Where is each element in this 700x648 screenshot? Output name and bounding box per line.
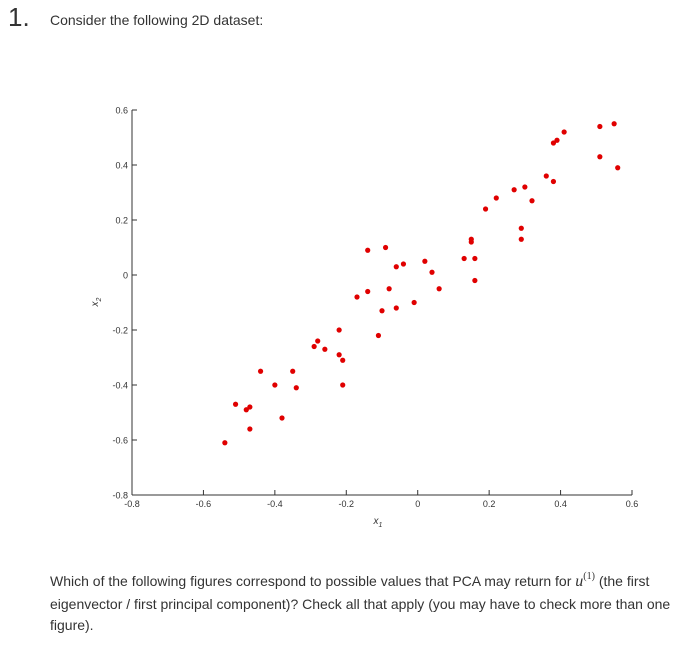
- data-point: [375, 332, 382, 339]
- data-point: [422, 258, 428, 264]
- data-point: [290, 368, 296, 374]
- question-prompt: Consider the following 2D dataset:: [50, 12, 264, 28]
- data-point: [429, 269, 435, 275]
- data-point: [597, 154, 603, 160]
- x-tick-label: 0.4: [554, 499, 567, 509]
- data-point: [554, 137, 560, 143]
- y-tick-label: -0.6: [112, 436, 128, 446]
- data-point: [461, 255, 467, 262]
- data-point: [550, 178, 557, 185]
- data-points: [222, 121, 621, 446]
- data-point: [400, 261, 407, 267]
- data-point: [522, 184, 528, 190]
- x-tick-label: -0.8: [124, 499, 140, 509]
- data-point: [482, 206, 489, 212]
- data-point: [597, 123, 603, 130]
- data-point: [550, 140, 557, 146]
- math-symbol: u: [575, 573, 584, 590]
- svg-text:x2: x2: [90, 297, 103, 307]
- y-tick-label: 0.2: [115, 216, 128, 226]
- x-tick-label: 0.2: [483, 499, 496, 509]
- data-point: [472, 277, 478, 284]
- y-axis-title: x2: [90, 297, 103, 307]
- data-point: [493, 195, 499, 201]
- x-tick-label: -0.4: [267, 499, 283, 509]
- data-point: [382, 244, 389, 251]
- question-text-before: Which of the following figures correspon…: [50, 573, 572, 589]
- question-text-after: (the first eigenvector / first principal…: [50, 573, 671, 633]
- data-point: [411, 299, 417, 306]
- data-point: [561, 129, 567, 135]
- data-point: [243, 407, 249, 413]
- data-point: [232, 401, 239, 407]
- x-tick-label: 0: [415, 499, 420, 509]
- x-tick-label: -0.6: [196, 499, 212, 509]
- data-point: [365, 247, 371, 253]
- y-tick-label: 0.4: [115, 161, 128, 171]
- data-point: [247, 404, 253, 410]
- tick-marks: -0.8 -0.6 -0.4 -0.2 0 0.2 0.4 0.6 -0.8 -0.6 -0.4 -0…: [112, 106, 638, 510]
- data-point: [365, 288, 371, 295]
- y-tick-label: 0: [123, 271, 128, 281]
- data-point: [279, 415, 285, 421]
- y-tick-label: -0.4: [112, 381, 128, 391]
- data-point: [336, 327, 342, 333]
- data-point: [468, 239, 474, 245]
- data-point: [393, 264, 399, 270]
- data-point: [472, 255, 478, 262]
- y-tick-label: -0.8: [112, 491, 128, 501]
- data-point: [615, 165, 621, 171]
- data-point: [315, 338, 321, 344]
- math-superscript: (1): [583, 571, 595, 582]
- x-tick-label: -0.2: [339, 499, 355, 509]
- data-point: [518, 236, 524, 242]
- data-point: [340, 382, 346, 388]
- data-point: [222, 440, 228, 446]
- question-text: Which of the following figures correspon…: [50, 571, 695, 636]
- data-point: [354, 294, 360, 300]
- data-point: [543, 173, 549, 179]
- data-point: [311, 343, 317, 350]
- scatter-plot: -0.8 -0.6 -0.4 -0.2 0 0.2 0.4 0.6 -0.8 -0.6 -0.4 -0…: [90, 106, 638, 530]
- data-point: [436, 286, 442, 292]
- data-point: [386, 286, 392, 292]
- data-point: [257, 368, 264, 374]
- data-point: [511, 187, 517, 193]
- data-point: [393, 305, 399, 311]
- y-tick-label: -0.2: [112, 326, 128, 336]
- data-point: [529, 198, 535, 204]
- data-point: [272, 382, 278, 388]
- data-point: [336, 352, 342, 358]
- data-point: [293, 385, 299, 391]
- data-point: [340, 357, 346, 363]
- data-point: [322, 346, 328, 352]
- data-point: [518, 225, 524, 231]
- question-number: 1.: [8, 2, 30, 32]
- data-point: [611, 121, 617, 127]
- x-tick-label: 0.6: [626, 499, 639, 509]
- axes: [131, 110, 632, 496]
- data-point: [379, 308, 385, 314]
- math-u1: u(1): [575, 571, 595, 590]
- x-axis-title: x1: [373, 516, 383, 529]
- y-tick-label: 0.6: [115, 106, 128, 116]
- data-point: [247, 426, 253, 432]
- svg-text:x1: x1: [373, 516, 383, 529]
